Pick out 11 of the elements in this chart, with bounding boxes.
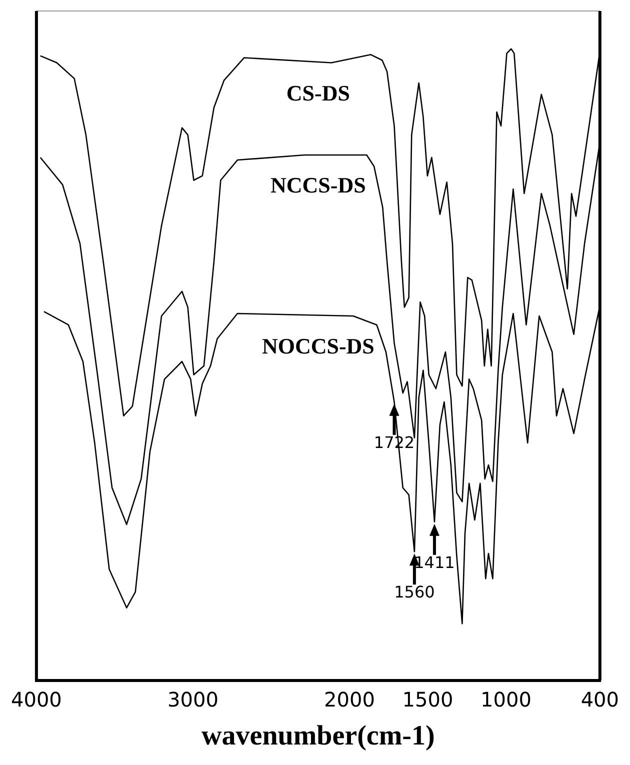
x-tick-label: 4000	[10, 688, 62, 712]
x-tick-label: 400	[580, 688, 620, 712]
x-tick-label: 2000	[324, 688, 375, 712]
x-tick-label: 1500	[402, 688, 454, 712]
annotation: 1560	[394, 582, 435, 602]
series-label: NOCCS-DS	[262, 334, 374, 359]
series-label: CS-DS	[286, 80, 350, 106]
x-tick-label: 3000	[168, 688, 218, 712]
x-tick-label: 1000	[480, 688, 532, 712]
x-axis-title: wavenumber(cm-1)	[202, 720, 435, 752]
series-label: NCCS-DS	[270, 172, 366, 198]
